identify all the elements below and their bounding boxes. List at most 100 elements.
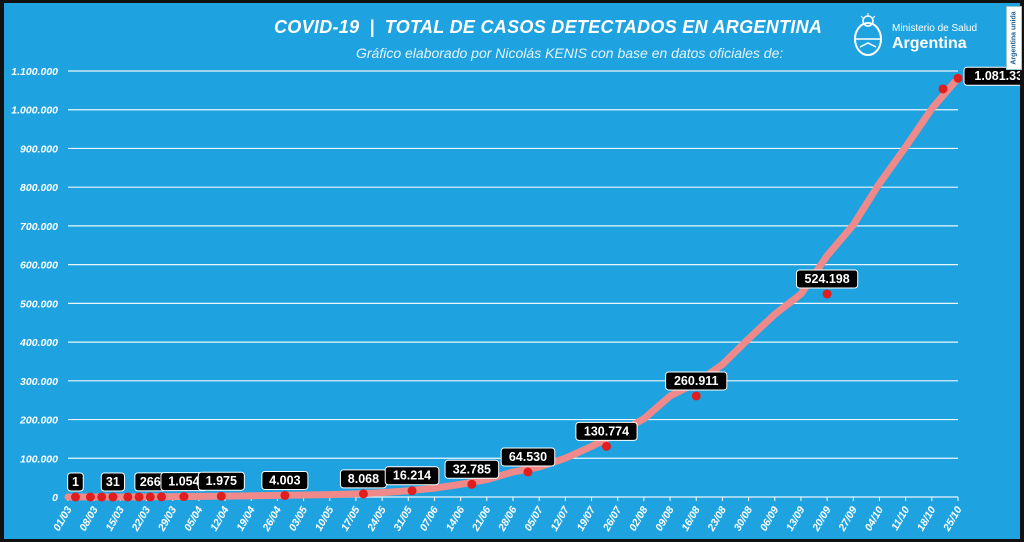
data-point	[938, 84, 948, 94]
data-label: 31	[100, 472, 125, 492]
x-tick-label: 04/10	[863, 504, 887, 533]
data-label-text: 32.785	[453, 462, 491, 476]
data-label: 130.774	[575, 421, 638, 441]
x-tick-label: 06/09	[758, 504, 782, 533]
x-tick-label: 01/03	[51, 504, 75, 533]
data-label-box	[575, 421, 638, 441]
x-tick-label: 21/06	[469, 504, 493, 534]
logo-country-text: Argentina	[892, 35, 967, 52]
x-tick-label: 25/10	[941, 504, 965, 534]
data-point	[70, 492, 80, 502]
x-tick-label: 18/10	[915, 504, 939, 533]
y-tick-label: 200.000	[19, 415, 58, 427]
x-tick-label: 14/06	[444, 504, 468, 533]
y-tick-label: 1.000.000	[11, 105, 58, 117]
title-left: COVID-19	[274, 17, 360, 37]
coat-of-arms-icon	[854, 13, 882, 56]
x-tick-label: 12/04	[208, 504, 232, 533]
data-point	[85, 492, 95, 502]
y-tick-label: 600.000	[20, 260, 58, 272]
data-label-text: 130.774	[584, 424, 629, 438]
data-point	[134, 492, 144, 502]
x-tick-label: 13/09	[784, 504, 808, 533]
data-label-text: 1	[72, 475, 79, 489]
x-tick-label: 07/06	[418, 504, 442, 533]
y-tick-label: 0	[52, 492, 58, 504]
x-tick-label: 24/05	[365, 504, 389, 534]
x-tick-label: 29/03	[155, 504, 179, 534]
data-label: 1.054	[160, 472, 208, 492]
data-point	[97, 492, 107, 502]
data-label-box	[500, 447, 556, 467]
data-label-box	[67, 472, 84, 492]
data-label: 524.198	[796, 269, 859, 289]
title-right: TOTAL DE CASOS DETECTADOS EN ARGENTINA	[384, 17, 823, 37]
x-tick-label: 17/05	[339, 504, 363, 533]
x-tick-label: 03/05	[287, 504, 311, 533]
side-tag-text: Argentina unida	[1010, 11, 1018, 65]
data-label-box	[963, 66, 1020, 86]
data-label-box	[197, 471, 245, 491]
x-tick-label: 19/07	[575, 503, 599, 533]
data-label-text: 64.530	[509, 450, 547, 464]
x-tick-label: 20/09	[810, 504, 834, 534]
x-tick-label: 27/09	[836, 504, 860, 534]
y-tick-label: 100.000	[20, 453, 58, 465]
data-point	[280, 490, 290, 500]
x-tick-label: 19/04	[234, 504, 258, 533]
data-label: 64.530	[500, 447, 556, 467]
logo-ministry-text: Ministerio de Salud	[892, 23, 978, 34]
chart-title: COVID-19 | TOTAL DE CASOS DETECTADOS EN AR…	[274, 17, 822, 38]
x-tick-label: 28/06	[496, 504, 520, 534]
data-label: 16.214	[384, 466, 440, 486]
data-label-text: 1.054	[168, 475, 199, 489]
chart-subtitle: Gráfico elaborado por Nicolás KENIS con …	[356, 45, 784, 61]
data-point	[601, 441, 611, 451]
data-label: 1.081.336	[963, 66, 1020, 86]
x-tick-label: 12/07	[548, 503, 572, 533]
x-tick-label: 09/08	[653, 504, 677, 533]
data-point	[108, 492, 118, 502]
data-label-box	[100, 472, 125, 492]
x-tick-label: 31/05	[391, 504, 415, 533]
data-point	[407, 486, 417, 496]
data-label-box	[261, 470, 309, 490]
data-label-text: 1.081.336	[974, 69, 1020, 83]
y-tick-label: 800.000	[20, 182, 58, 194]
chart-frame: 0 100.000 200.000 300.000 400.000 500.000 600.…	[4, 3, 1022, 539]
y-tick-label: 700.000	[20, 221, 58, 233]
series-line	[64, 74, 962, 501]
data-label-text: 260.911	[674, 374, 719, 388]
x-tick-label: 26/04	[260, 504, 284, 534]
data-label-box	[384, 466, 440, 486]
data-label-text: 4.003	[269, 473, 300, 487]
y-tick-label: 1.100.000	[11, 66, 58, 78]
data-point	[467, 479, 477, 489]
data-label: 1	[67, 472, 84, 492]
data-label-text: 1.975	[206, 474, 237, 488]
x-tick-label: 30/08	[732, 504, 756, 533]
x-tick-label: 26/07	[600, 503, 625, 534]
data-point	[691, 391, 701, 401]
data-point	[216, 491, 226, 501]
data-point	[145, 492, 155, 502]
chart-plot: 0 100.000 200.000 300.000 400.000 500.000 600.…	[11, 66, 1020, 534]
data-label-box	[444, 459, 500, 479]
ministry-logo: Ministerio de Salud Argentina	[850, 13, 1000, 63]
data-point	[156, 492, 166, 502]
data-label-text: 31	[106, 475, 120, 489]
x-tick-label: 16/08	[679, 504, 703, 533]
data-point	[358, 489, 368, 499]
data-label-box	[665, 371, 728, 391]
y-tick-label: 300.000	[20, 376, 58, 388]
data-point	[123, 492, 133, 502]
data-label: 32.785	[444, 459, 500, 479]
x-tick-label: 05/07	[522, 503, 546, 533]
x-tick-label: 08/03	[77, 504, 101, 533]
data-label: 1.975	[197, 471, 245, 491]
data-label-text: 266	[140, 475, 161, 489]
data-point	[822, 289, 832, 299]
x-tick-label: 10/05	[313, 504, 337, 533]
x-tick-label: 02/08	[627, 504, 651, 533]
data-label: 8.068	[339, 469, 387, 489]
